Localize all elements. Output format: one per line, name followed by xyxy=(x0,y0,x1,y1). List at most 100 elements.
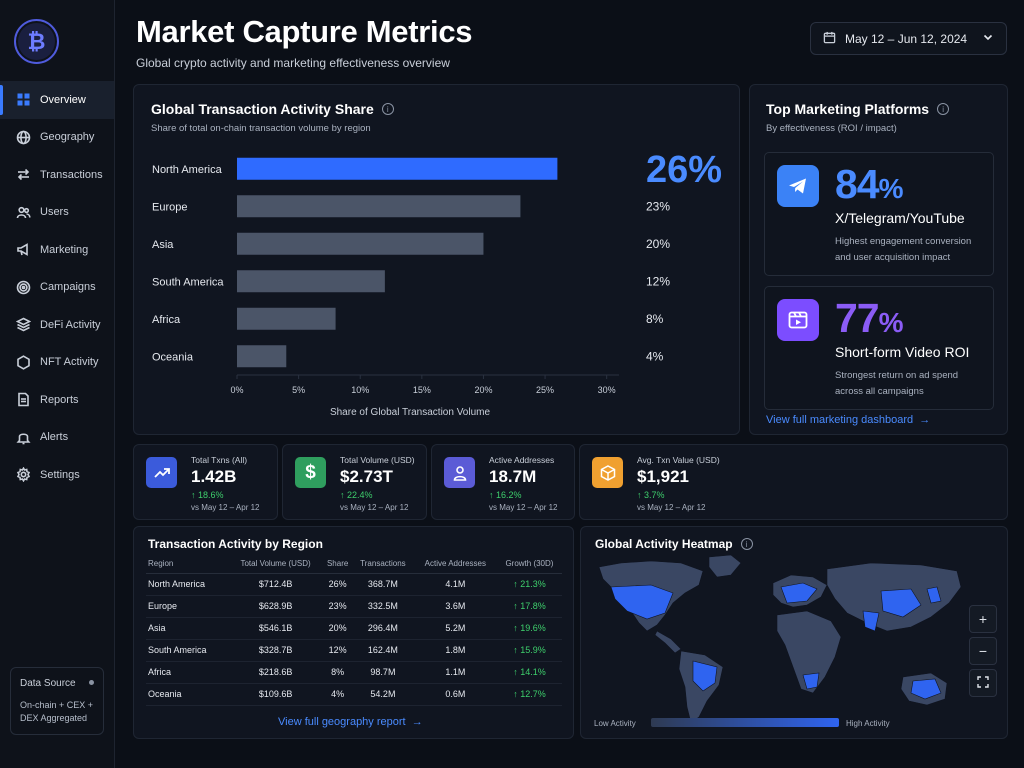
page-title: Market Capture Metrics xyxy=(136,14,473,49)
kpi-comparison: vs May 12 – Apr 12 xyxy=(489,503,558,512)
hexagon-icon xyxy=(16,355,31,370)
legend-high-label: High Activity xyxy=(846,719,890,728)
sidebar-item-label: NFT Activity xyxy=(40,356,99,369)
table-cell: Oceania xyxy=(146,683,228,706)
kpi-delta: ↑ 3.7% xyxy=(637,490,665,500)
table-row[interactable]: Europe $628.9B 23% 332.5M 3.6M ↑ 17.8% xyxy=(146,595,562,618)
platform-pct: 84% xyxy=(835,161,904,207)
sidebar-item-label: DeFi Activity xyxy=(40,318,101,331)
arrows-icon xyxy=(16,167,31,182)
kpi-comparison: vs May 12 – Apr 12 xyxy=(340,503,409,512)
info-icon[interactable]: i xyxy=(381,103,394,115)
zoom-out-button[interactable]: − xyxy=(969,637,997,665)
kpi-comparison: vs May 12 – Apr 12 xyxy=(191,503,260,512)
layers-icon xyxy=(16,317,31,332)
sidebar-item-overview[interactable]: Overview xyxy=(0,81,114,119)
bar xyxy=(237,270,385,293)
kpi-value: 18.7M xyxy=(489,467,537,486)
video-icon xyxy=(777,299,819,341)
table-row[interactable]: Africa $218.6B 8% 98.7M 1.1M ↑ 14.1% xyxy=(146,661,562,684)
sidebar-item-defi-activity[interactable]: DeFi Activity xyxy=(0,306,114,344)
geography-report-link[interactable]: View full geography report → xyxy=(278,716,423,728)
table-cell: 98.7M xyxy=(352,661,414,684)
x-tick-label: 30% xyxy=(598,385,616,395)
table-cell: ↑ 19.6% xyxy=(496,617,562,640)
table-cell: ↑ 12.7% xyxy=(496,683,562,706)
kpi-delta: ↑ 22.4% xyxy=(340,490,373,500)
table-row[interactable]: Oceania $109.6B 4% 54.2M 0.6M ↑ 12.7% xyxy=(146,683,562,706)
users-icon xyxy=(16,205,31,220)
map-region-africa xyxy=(776,610,842,694)
sidebar: ₿ Overview Geography Transactions Users Mark… xyxy=(0,0,115,768)
table-cell: $628.9B xyxy=(228,595,324,618)
sidebar-item-alerts[interactable]: Alerts xyxy=(0,419,114,457)
map-hotspot-europe xyxy=(780,582,818,604)
fullscreen-icon xyxy=(977,675,989,691)
region-table-card: Transaction Activity by Region Region Tot… xyxy=(133,526,574,739)
table-row[interactable]: Asia $546.1B 20% 296.4M 5.2M ↑ 19.6% xyxy=(146,617,562,640)
fullscreen-button[interactable] xyxy=(969,669,997,697)
zoom-in-button[interactable]: + xyxy=(969,605,997,633)
date-range-label: May 12 – Jun 12, 2024 xyxy=(845,31,968,46)
table-cell: ↑ 17.8% xyxy=(496,595,562,618)
marketing-dashboard-link[interactable]: View full marketing dashboard → xyxy=(766,414,931,426)
table-column-header: Growth (30D) xyxy=(496,555,562,574)
sidebar-item-transactions[interactable]: Transactions xyxy=(0,156,114,194)
bitcoin-logo[interactable]: ₿ xyxy=(14,19,59,64)
map-hotspot-china xyxy=(880,588,922,618)
heatmap-card: Global Activity Heatmap i xyxy=(580,526,1008,739)
table-cell: ↑ 14.1% xyxy=(496,661,562,684)
kpi-delta: ↑ 18.6% xyxy=(191,490,224,500)
kpi-label: Active Addresses xyxy=(489,455,555,465)
info-icon[interactable]: i xyxy=(740,538,753,550)
sidebar-item-geography[interactable]: Geography xyxy=(0,119,114,157)
x-tick-label: 0% xyxy=(230,385,243,395)
table-column-header: Share xyxy=(323,555,353,574)
bar xyxy=(237,307,336,330)
table-cell: North America xyxy=(146,573,228,596)
platform-name: Short-form Video ROI xyxy=(835,344,970,360)
sidebar-item-label: Alerts xyxy=(40,431,69,444)
sidebar-item-settings[interactable]: Settings xyxy=(0,456,114,494)
sidebar-item-campaigns[interactable]: Campaigns xyxy=(0,269,114,307)
table-cell: ↑ 21.3% xyxy=(496,573,562,596)
table-row[interactable]: North America $712.4B 26% 368.7M 4.1M ↑ 21.3% xyxy=(146,573,562,596)
map-hotspot-india xyxy=(862,610,880,632)
kpi-card-total-volume: $ Total Volume (USD) $2.73T ↑ 22.4% vs M… xyxy=(282,444,427,520)
table-cell: Europe xyxy=(146,595,228,618)
region-table-title: Transaction Activity by Region xyxy=(148,537,323,551)
table-cell: 296.4M xyxy=(352,617,414,640)
bell-icon xyxy=(16,430,31,445)
table-cell: 8% xyxy=(323,661,353,684)
kpi-comparison: vs May 12 – Apr 12 xyxy=(637,503,706,512)
activity-share-title: Global Transaction Activity Share xyxy=(151,101,374,117)
sidebar-item-label: Reports xyxy=(40,393,79,406)
info-icon[interactable]: i xyxy=(937,103,950,115)
sidebar-item-label: Settings xyxy=(40,468,80,481)
activity-share-subtitle: Share of total on-chain transaction volu… xyxy=(151,123,371,134)
activity-share-chart: 0% 5% 10% 15% 20% 25% 30% Share of Global Trans… xyxy=(152,149,722,418)
value-label: 4% xyxy=(646,349,664,363)
date-range-picker[interactable]: May 12 – Jun 12, 2024 xyxy=(810,22,1007,55)
bar xyxy=(237,232,484,255)
kpi-value: $1,921 xyxy=(637,467,689,486)
x-tick-label: 10% xyxy=(351,385,369,395)
marketing-subtitle: By effectiveness (ROI / impact) xyxy=(766,123,897,134)
kpi-value: $2.73T xyxy=(340,467,393,486)
data-source-desc: On-chain + CEX + DEX Aggregated xyxy=(20,700,94,723)
box-icon xyxy=(592,457,623,488)
x-tick-label: 25% xyxy=(536,385,554,395)
status-dot-icon xyxy=(89,680,94,685)
sidebar-item-nft-activity[interactable]: NFT Activity xyxy=(0,344,114,382)
grid-icon xyxy=(16,92,31,107)
sidebar-item-marketing[interactable]: Marketing xyxy=(0,231,114,269)
platform-card-social: 84% X/Telegram/YouTube Highest engagemen… xyxy=(764,152,994,276)
sidebar-item-reports[interactable]: Reports xyxy=(0,381,114,419)
table-cell: 332.5M xyxy=(352,595,414,618)
table-header-row: Region Total Volume (USD) Share Transaction… xyxy=(146,555,562,574)
table-row[interactable]: South America $328.7B 12% 162.4M 1.8M ↑ 15.9% xyxy=(146,639,562,662)
data-source-panel: Data Source On-chain + CEX + DEX Aggrega… xyxy=(10,667,104,735)
sidebar-item-users[interactable]: Users xyxy=(0,194,114,232)
table-column-header: Active Addresses xyxy=(413,555,497,574)
kpi-value: 1.42B xyxy=(191,467,237,486)
